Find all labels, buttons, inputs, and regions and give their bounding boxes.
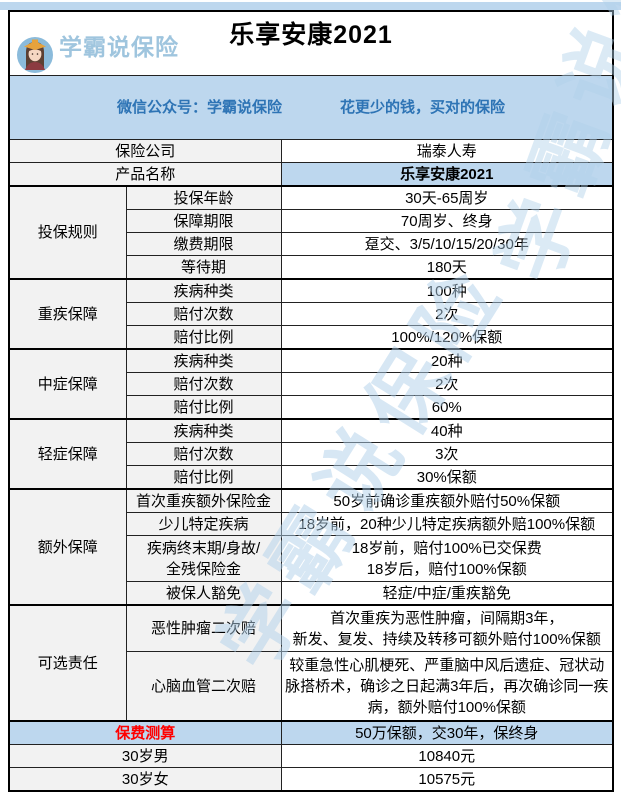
wechat-account-label: 微信公众号：学霸说保险 [116, 99, 282, 116]
row-value: 20种 [280, 348, 614, 373]
row-label: 疾病种类 [125, 418, 282, 443]
row-label: 被保人豁免 [125, 581, 282, 606]
row-value: 轻症/中症/重疾豁免 [280, 581, 614, 606]
slogan-bar: 微信公众号：学霸说保险 花更少的钱，买对的保险 [8, 75, 614, 140]
group-optional-liability: 可选责任 [8, 604, 127, 722]
row-label: 疾病终末期/身故/ 全残保险金 [125, 535, 282, 582]
row-value: 首次重疾为恶性肿瘤，间隔期3年， 新发、复发、持续及转移可额外赔付100%保额 [280, 604, 614, 652]
table-header: 学霸说保险 乐享安康2021 [8, 10, 614, 76]
product-label: 产品名称 [8, 162, 282, 187]
row-label: 首次重疾额外保险金 [125, 488, 282, 513]
row-value: 40种 [280, 418, 614, 443]
premium-row-label: 30岁女 [8, 767, 282, 792]
row-value: 较重急性心肌梗死、严重脑中风后遗症、冠状动脉搭桥术，确诊之日起满3年后，再次确诊… [280, 651, 614, 722]
row-value: 50岁前确诊重疾额外赔付50%保额 [280, 488, 614, 513]
row-label: 少儿特定疾病 [125, 512, 282, 536]
group-moderate-illness: 中症保障 [8, 348, 127, 420]
group-critical-illness: 重疾保障 [8, 278, 127, 350]
row-label: 心脑血管二次赔 [125, 651, 282, 722]
row-label: 赔付次数 [125, 302, 282, 326]
row-label: 恶性肿瘤二次赔 [125, 604, 282, 652]
row-label: 疾病种类 [125, 348, 282, 373]
premium-row-label: 30岁男 [8, 744, 282, 768]
row-value: 3次 [280, 442, 614, 466]
row-label: 赔付次数 [125, 372, 282, 396]
row-value: 2次 [280, 372, 614, 396]
row-value: 趸交、3/5/10/15/20/30年 [280, 232, 614, 256]
row-value: 18岁前，赔付100%已交保费 18岁后，赔付100%保额 [280, 535, 614, 582]
group-policy-rules: 投保规则 [8, 185, 127, 280]
row-label: 缴费期限 [125, 232, 282, 256]
row-value: 100种 [280, 278, 614, 303]
product-value: 乐享安康2021 [280, 162, 614, 187]
logo: 学霸说保险 [16, 15, 179, 75]
row-label: 赔付次数 [125, 442, 282, 466]
row-value: 70周岁、终身 [280, 209, 614, 233]
row-value: 30%保额 [280, 465, 614, 490]
avatar-icon [16, 15, 54, 75]
product-table: 学霸说保险 乐享安康2021 微信公众号：学霸说保险 花更少的钱，买对的保险 保… [8, 10, 614, 792]
row-value: 100%/120%保额 [280, 325, 614, 350]
logo-text: 学霸说保险 [59, 34, 179, 60]
page-title: 乐享安康2021 [229, 21, 393, 49]
top-accent-strip [0, 2, 621, 10]
row-label: 赔付比例 [125, 465, 282, 490]
row-label: 保障期限 [125, 209, 282, 233]
row-value: 2次 [280, 302, 614, 326]
row-value: 30天-65周岁 [280, 185, 614, 210]
group-mild-illness: 轻症保障 [8, 418, 127, 490]
row-label: 等待期 [125, 255, 282, 280]
row-value: 60% [280, 395, 614, 420]
premium-row-value: 10575元 [280, 767, 614, 792]
row-value: 18岁前，20种少儿特定疾病额外赔100%保额 [280, 512, 614, 536]
company-label: 保险公司 [8, 139, 282, 163]
group-extra-benefits: 额外保障 [8, 488, 127, 606]
slogan-text: 花更少的钱，买对的保险 [340, 99, 506, 116]
row-value: 180天 [280, 255, 614, 280]
company-value: 瑞泰人寿 [280, 139, 614, 163]
premium-row-value: 10840元 [280, 744, 614, 768]
row-label: 投保年龄 [125, 185, 282, 210]
row-label: 疾病种类 [125, 278, 282, 303]
row-label: 赔付比例 [125, 325, 282, 350]
row-label: 赔付比例 [125, 395, 282, 420]
